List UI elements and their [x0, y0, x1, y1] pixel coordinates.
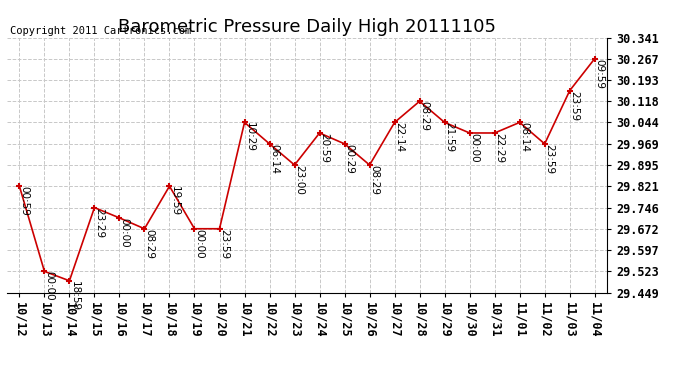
Text: 00:29: 00:29: [344, 144, 355, 174]
Text: 22:14: 22:14: [395, 122, 404, 153]
Text: 08:29: 08:29: [420, 101, 430, 131]
Text: 09:59: 09:59: [595, 58, 604, 88]
Text: 21:59: 21:59: [444, 122, 455, 153]
Text: 18:59: 18:59: [70, 281, 79, 311]
Text: 08:14: 08:14: [520, 122, 530, 152]
Text: 23:59: 23:59: [570, 91, 580, 121]
Text: 20:59: 20:59: [319, 133, 330, 163]
Text: 23:59: 23:59: [544, 144, 555, 174]
Text: 23:00: 23:00: [295, 165, 304, 195]
Text: 00:59: 00:59: [19, 186, 30, 216]
Text: 00:00: 00:00: [195, 229, 204, 258]
Title: Barometric Pressure Daily High 20111105: Barometric Pressure Daily High 20111105: [118, 18, 496, 36]
Text: 22:29: 22:29: [495, 133, 504, 163]
Text: Copyright 2011 Cartronics.com: Copyright 2011 Cartronics.com: [10, 26, 191, 36]
Text: 00:00: 00:00: [44, 272, 55, 301]
Text: 23:59: 23:59: [219, 229, 230, 259]
Text: 00:00: 00:00: [470, 133, 480, 163]
Text: 08:29: 08:29: [144, 229, 155, 259]
Text: 00:00: 00:00: [119, 218, 130, 248]
Text: 19:59: 19:59: [170, 186, 179, 216]
Text: 06:14: 06:14: [270, 144, 279, 174]
Text: 10:29: 10:29: [244, 122, 255, 152]
Text: 08:29: 08:29: [370, 165, 380, 195]
Text: 23:29: 23:29: [95, 208, 104, 238]
